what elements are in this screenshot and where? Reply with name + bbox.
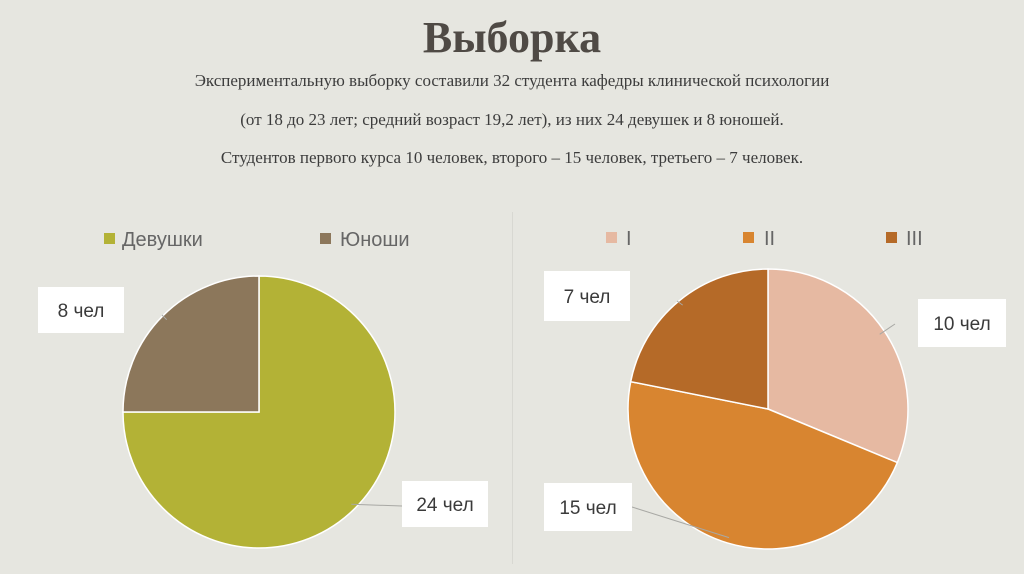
pie2-leader-3	[676, 300, 683, 306]
pie2-label-box-3	[544, 271, 630, 321]
slide-title: Выборка	[422, 13, 602, 62]
pie2-leader-1	[879, 323, 896, 335]
pie1-label-box-1	[402, 481, 488, 527]
pie2-label-box-1	[918, 299, 1006, 347]
pie1-legend-swatch-1	[104, 233, 115, 244]
subtitle-line-3: Студентов первого курса 10 человек, втор…	[220, 148, 804, 167]
pie2-legend-swatch-2	[743, 232, 754, 243]
pie1-data-label-2: 8 чел	[58, 301, 105, 322]
pie2-legend-swatch-1	[606, 232, 617, 243]
pie2-legend-swatch-3	[886, 232, 897, 243]
pie1-leader-2	[161, 314, 168, 321]
pie1-slice-2	[122, 275, 260, 413]
chart-divider	[512, 212, 513, 564]
pie2-data-label-1: 10 чел	[933, 314, 990, 335]
pie2-slice-2	[627, 380, 899, 550]
subtitle-line-2: (от 18 до 23 лет; средний возраст 19,2 л…	[240, 110, 784, 129]
pie2-data-label-2: 15 чел	[559, 498, 616, 519]
pie2-slice-3	[629, 268, 769, 410]
pie1-data-label-1: 24 чел	[416, 495, 473, 516]
pie2-data-label-3: 7 чел	[564, 287, 611, 308]
pie1-legend-label-2: Юноши	[340, 229, 410, 251]
pie2-leader-2	[631, 506, 730, 539]
pie2-legend-label-2: II	[764, 228, 775, 250]
subtitle-line-1: Экспериментальную выборку составили 32 с…	[194, 71, 830, 90]
pie1-label-box-2	[38, 287, 124, 333]
pie1-legend-swatch-2	[320, 233, 331, 244]
pie2-legend-label-1: I	[626, 228, 632, 250]
pie1-leader-1	[351, 503, 403, 507]
pie1-legend-label-1: Девушки	[122, 229, 203, 251]
pie2-legend-label-3: III	[906, 228, 923, 250]
pie2-label-box-2	[544, 483, 632, 531]
